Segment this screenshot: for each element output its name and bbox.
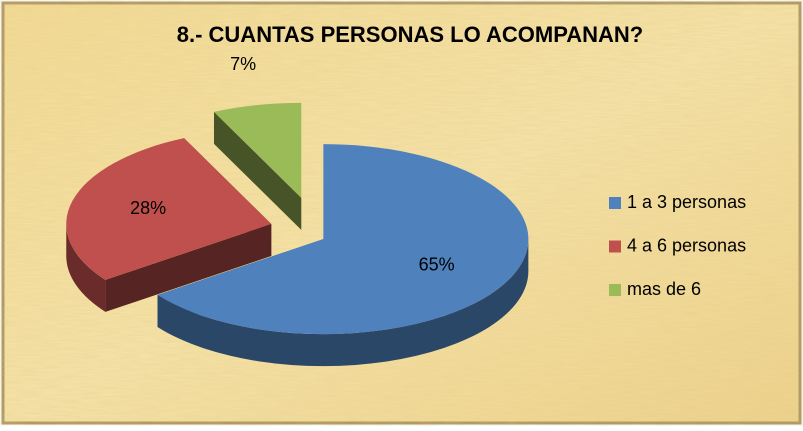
slice — [213, 102, 302, 198]
legend-swatch — [609, 197, 621, 209]
legend-swatch — [609, 284, 621, 296]
data-label: 28% — [130, 198, 166, 218]
legend-swatch — [609, 240, 621, 253]
slice-side — [213, 111, 302, 230]
data-label: 65% — [419, 255, 455, 275]
slice — [157, 144, 529, 335]
chart-title: 8.- CUANTAS PERSONAS LO ACOMPANAN? — [177, 22, 644, 47]
legend-label: mas de 6 — [627, 279, 701, 299]
legend-label: 1 a 3 personas — [627, 192, 746, 212]
slice-wall — [157, 239, 529, 367]
slice-wall — [66, 224, 106, 312]
slice — [66, 138, 272, 280]
data-label: 7% — [230, 54, 256, 74]
legend-label: 4 a 6 personas — [627, 235, 746, 255]
slice-side — [105, 224, 272, 312]
